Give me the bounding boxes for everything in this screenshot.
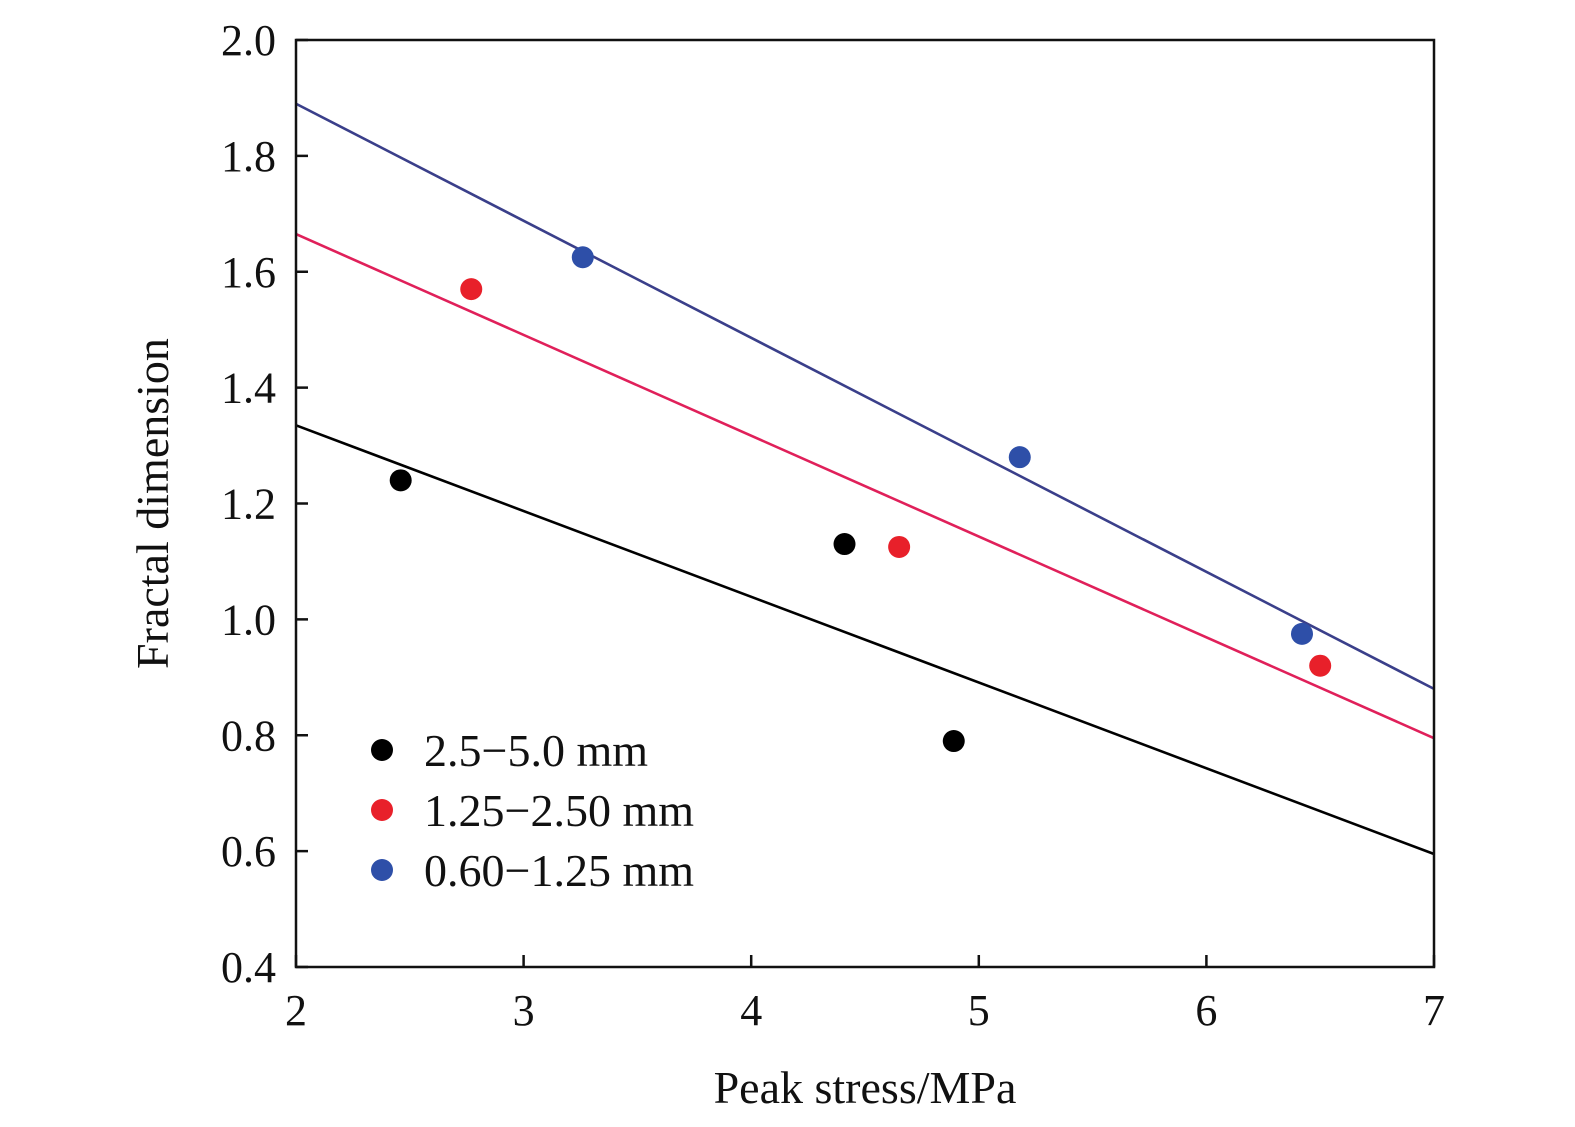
y-axis-ticks: 0.4 0.6 0.8 1.0 1.2 1.4 1.6 1.8 2.0: [221, 16, 308, 992]
data-point: [389, 469, 412, 492]
x-tick-label: 4: [740, 986, 762, 1035]
legend-marker: [371, 859, 393, 881]
y-tick-label: 1.4: [221, 364, 276, 413]
x-axis-title: Peak stress/MPa: [714, 1062, 1017, 1113]
data-point: [1290, 622, 1313, 645]
fit-line: [295, 232, 1435, 740]
y-tick-label: 1.2: [221, 480, 276, 529]
x-axis-ticks: 2 3 4 5 6 7: [285, 955, 1445, 1035]
x-tick-label: 7: [1423, 986, 1445, 1035]
y-tick-label: 1.8: [221, 132, 276, 181]
legend: 2.5−5.0 mm 1.25−2.50 mm 0.60−1.25 mm: [371, 725, 694, 896]
y-tick-label: 0.4: [221, 943, 276, 992]
legend-label: 2.5−5.0 mm: [424, 725, 648, 776]
y-tick-label: 1.6: [221, 248, 276, 297]
data-points: [389, 246, 1332, 753]
data-point: [1008, 446, 1031, 469]
fit-lines: [295, 102, 1435, 856]
fit-line: [295, 102, 1435, 691]
y-tick-label: 0.6: [221, 827, 276, 876]
data-point: [833, 533, 856, 556]
data-point: [942, 730, 965, 753]
x-tick-label: 6: [1195, 986, 1217, 1035]
y-tick-label: 1.0: [221, 595, 276, 644]
data-point: [1309, 654, 1332, 677]
data-point: [460, 278, 483, 301]
y-axis-title: Fractal dimension: [127, 338, 178, 669]
legend-marker: [371, 799, 393, 821]
data-point: [888, 535, 911, 558]
x-tick-label: 2: [285, 986, 307, 1035]
legend-label: 1.25−2.50 mm: [424, 785, 694, 836]
legend-label: 0.60−1.25 mm: [424, 845, 694, 896]
x-tick-label: 5: [968, 986, 990, 1035]
data-point: [571, 246, 594, 269]
y-tick-label: 0.8: [221, 711, 276, 760]
y-tick-label: 2.0: [221, 16, 276, 65]
fit-line: [295, 424, 1435, 856]
legend-marker: [371, 739, 393, 761]
x-tick-label: 3: [513, 986, 535, 1035]
